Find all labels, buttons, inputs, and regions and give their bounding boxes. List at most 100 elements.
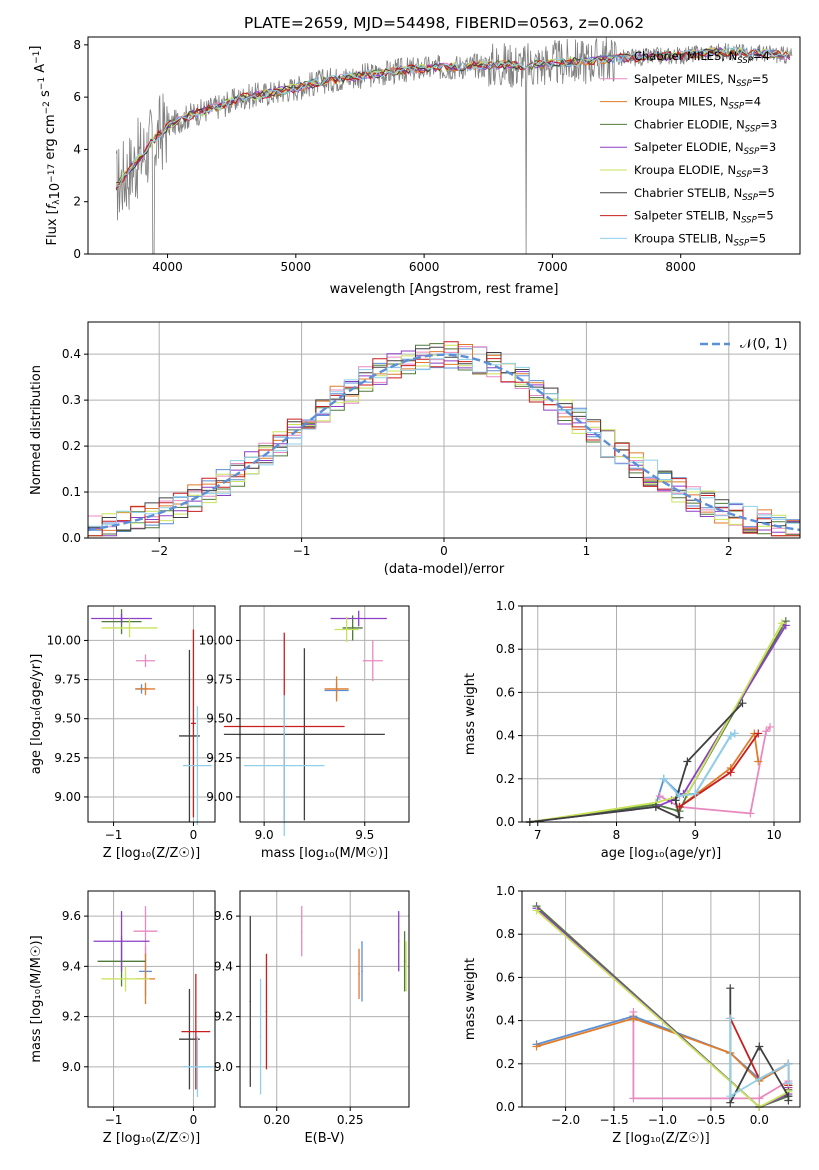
- residuals-frame: [87, 321, 801, 539]
- spectrum-xtick-label: 5000: [281, 260, 312, 274]
- weight_vs_age-series-1-marker: [766, 722, 775, 731]
- spectrum-frame: [87, 36, 801, 255]
- residuals-xtick-label: 1: [583, 544, 591, 558]
- mass_vs_Z-ytick-label: 9.4: [62, 959, 81, 973]
- age_vs_mass-xtick-label: 9.5: [355, 828, 374, 842]
- weight_vs_Z-ytick-label: 0.0: [496, 1100, 515, 1114]
- weight_vs_age-series-6-marker: [651, 802, 660, 811]
- weight_vs_age-ytick-label: 1.0: [496, 599, 515, 613]
- age_vs_mass-xlabel: mass [log₁₀(M/M☉)]: [261, 846, 388, 861]
- legend-label-3: Chabrier ELODIE, NSSP=3: [634, 117, 777, 134]
- weight_vs_Z-series-8-marker: [784, 1059, 793, 1068]
- legend-label-1: Salpeter MILES, NSSP=5: [634, 72, 769, 89]
- age_vs_mass-ytick-label: 9.75: [206, 673, 233, 687]
- weight_vs_age-xtick-label: 7: [534, 828, 542, 842]
- weight_vs_age-xlabel: age [log₁₀(age/yr)]: [601, 846, 722, 861]
- mass_vs_EBV-xlabel: E(B-V): [304, 1131, 344, 1146]
- weight_vs_age-series-1-marker: [762, 727, 771, 736]
- weight_vs_Z-xtick-label: −2.0: [551, 1113, 580, 1127]
- mass_vs_Z-xtick-label: 0: [190, 1113, 198, 1127]
- mass_vs_Z-frame: [87, 890, 216, 1108]
- weight_vs_Z-xlabel: Z [log₁₀(Z/Z☉)]: [612, 1131, 709, 1146]
- weight_vs_Z-ytick-label: 0.6: [496, 970, 515, 984]
- weight_vs_Z-series-6-marker: [755, 1042, 764, 1051]
- weight_vs_age-ytick-label: 0.2: [496, 772, 515, 786]
- figure-title: PLATE=2659, MJD=54498, FIBERID=0563, z=0…: [244, 14, 644, 32]
- weight_vs_Z-frame: [521, 890, 801, 1108]
- weight_vs_Z-series-8-marker: [726, 1092, 735, 1101]
- mass_vs_EBV-ytick-label: 9.6: [214, 909, 233, 923]
- spectrum-xtick-label: 7000: [537, 260, 568, 274]
- residuals-xtick-label: −2: [150, 544, 168, 558]
- residuals-ytick-label: 0.3: [62, 393, 81, 407]
- age_vs_mass-xtick-label: 9.0: [255, 828, 274, 842]
- spectrum-ytick-label: 2: [73, 195, 81, 209]
- weight_vs_Z-ytick-label: 1.0: [496, 884, 515, 898]
- weight_vs_age-series-8-marker: [730, 729, 739, 738]
- weight_vs_age-xtick-label: 10: [766, 828, 781, 842]
- mass_vs_Z-ytick-label: 9.0: [62, 1060, 81, 1074]
- residuals-ylabel: Normed distribution: [29, 365, 44, 495]
- weight_vs_age-ytick-label: 0.4: [496, 729, 515, 743]
- residuals-xtick-label: 2: [725, 544, 733, 558]
- spectrum-xtick-label: 6000: [409, 260, 440, 274]
- weight_vs_Z-ytick-label: 0.2: [496, 1057, 515, 1071]
- mass_vs_EBV-frame: [239, 890, 410, 1108]
- weight_vs_Z-ylabel: mass weight: [463, 958, 478, 1040]
- weight_vs_Z-series-5-marker: [532, 906, 541, 915]
- weight_vs_age-series-5-marker: [777, 619, 786, 628]
- age_vs_Z-ytick-label: 10.00: [47, 633, 81, 647]
- weight_vs_Z-xtick-label: −0.5: [696, 1113, 725, 1127]
- age_vs_Z-ytick-label: 9.00: [54, 790, 81, 804]
- weight_vs_Z-series-6-marker: [726, 984, 735, 993]
- residuals-ytick-label: 0.0: [62, 531, 81, 545]
- mass_vs_Z-xlabel: Z [log₁₀(Z/Z☉)]: [103, 1131, 200, 1146]
- age_vs_mass-ytick-label: 9.00: [206, 790, 233, 804]
- mass_vs_Z-xtick-label: −1: [105, 1113, 123, 1127]
- spectrum-model-5: [115, 47, 790, 186]
- legend-label-8: Kroupa STELIB, NSSP=5: [634, 231, 766, 248]
- age_vs_mass-frame: [239, 605, 410, 823]
- weight_vs_Z-xtick-label: −1.5: [599, 1113, 628, 1127]
- weight_vs_Z-ytick-label: 0.8: [496, 927, 515, 941]
- weight_vs_age-series-7-marker: [675, 802, 684, 811]
- age_vs_mass-ytick-label: 10.00: [199, 633, 233, 647]
- spectrum-xlabel: wavelength [Angstrom, rest frame]: [330, 282, 559, 297]
- mass_vs_EBV-xtick-label: 0.25: [337, 1113, 364, 1127]
- weight_vs_Z-series-8-marker: [784, 1079, 793, 1088]
- weight_vs_age-ytick-label: 0.8: [496, 642, 515, 656]
- spectrum-xtick-label: 8000: [665, 260, 696, 274]
- residuals-ytick-label: 0.4: [62, 347, 81, 361]
- legend-label-2: Kroupa MILES, NSSP=4: [634, 95, 761, 112]
- weight_vs_age-series-1-marker: [655, 792, 664, 801]
- weight_vs_age-series-5: [529, 622, 783, 823]
- mass_vs_EBV-ytick-label: 9.2: [214, 1010, 233, 1024]
- weight_vs_Z-series-2-marker: [532, 1042, 541, 1051]
- mass_vs_Z-ytick-label: 9.2: [62, 1010, 81, 1024]
- weight_vs_age-xtick-label: 8: [613, 828, 621, 842]
- weight_vs_age-frame: [521, 605, 801, 823]
- weight_vs_Z-series-8-marker: [726, 1014, 735, 1023]
- spectrum-xtick-label: 4000: [152, 260, 183, 274]
- gaussian-curve: [87, 353, 801, 532]
- gaussian-legend-label: 𝒩(0, 1): [740, 337, 787, 352]
- spectrum-ytick-label: 6: [73, 90, 81, 104]
- age_vs_Z-ytick-label: 9.75: [54, 673, 81, 687]
- weight_vs_Z-xtick-label: −1.0: [648, 1113, 677, 1127]
- spectrum-model-7: [115, 48, 791, 190]
- spectrum-ylabel: Flux [fλ10−17 erg cm−2 s−1 A−1]: [28, 46, 63, 246]
- weight_vs_age-series-2: [678, 730, 760, 808]
- weight_vs_age-series-8-marker: [691, 789, 700, 798]
- mass_vs_Z-ylabel: mass [log₁₀(M/M☉)]: [29, 935, 44, 1062]
- spectrum-ytick-label: 0: [73, 247, 81, 261]
- weight_vs_Z-ytick-label: 0.4: [496, 1014, 515, 1028]
- spectrum-model-4: [115, 47, 791, 188]
- age_vs_Z-ytick-label: 9.25: [54, 751, 81, 765]
- weight_vs_Z-xtick-label: 0.0: [750, 1113, 769, 1127]
- weight_vs_age-series-8-marker: [659, 774, 668, 783]
- weight_vs_Z-series-2-marker: [629, 1014, 638, 1023]
- weight_vs_age-series-6-marker: [675, 813, 684, 822]
- spectrum-ytick-label: 8: [73, 38, 81, 52]
- weight_vs_Z-series-1-marker: [755, 1094, 764, 1103]
